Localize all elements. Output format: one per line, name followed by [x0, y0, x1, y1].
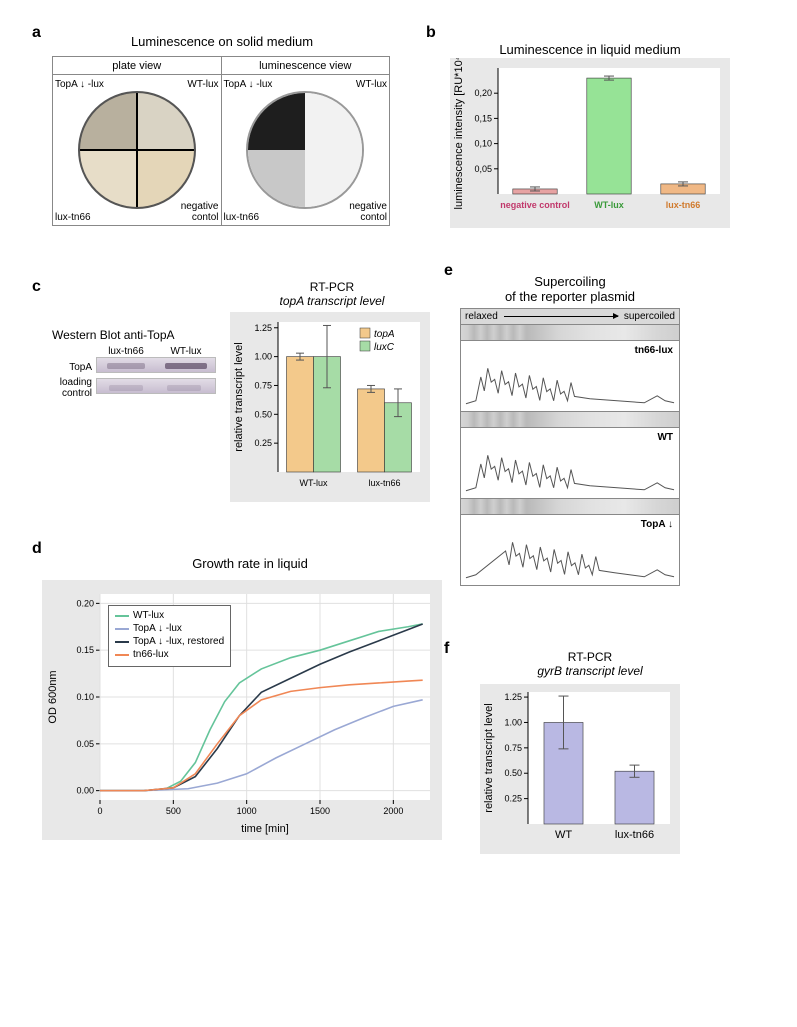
svg-text:0: 0 [97, 806, 102, 816]
svg-text:1500: 1500 [310, 806, 330, 816]
svg-text:2000: 2000 [383, 806, 403, 816]
svg-text:1.25: 1.25 [504, 692, 522, 702]
panel-d-title: Growth rate in liquid [60, 556, 440, 571]
svg-text:0.15: 0.15 [76, 645, 94, 655]
panel-a-label: a [32, 24, 41, 42]
q-label-br2: negative contol [337, 201, 387, 223]
luminescence-view [246, 91, 364, 209]
q-label-tl2: TopA ↓ -lux [224, 79, 273, 90]
panel-c-chart-title: RT-PCR topA transcript level [252, 280, 412, 308]
q-label-bl: lux-tn66 [55, 212, 91, 223]
figure-root: a Luminescence on solid medium plate vie… [20, 20, 777, 1007]
panel-a-header-left: plate view [53, 57, 222, 74]
svg-text:0,20: 0,20 [474, 88, 492, 98]
q-label-tl: TopA ↓ -lux [55, 79, 104, 90]
panel-a-title: Luminescence on solid medium [52, 34, 392, 49]
svg-text:WT-lux: WT-lux [300, 478, 328, 488]
wb-row-label-1: loading control [52, 377, 96, 399]
panel-a-body: TopA ↓ -lux WT-lux lux-tn66 negative con… [53, 75, 389, 225]
svg-text:0.50: 0.50 [254, 409, 272, 419]
sc-header-right: supercoiled [624, 311, 675, 322]
plate-view [78, 91, 196, 209]
svg-text:1000: 1000 [237, 806, 257, 816]
svg-text:topA: topA [374, 329, 395, 340]
plate-view-wrap: TopA ↓ -lux WT-lux lux-tn66 negative con… [53, 75, 222, 225]
panel-e-label: e [444, 262, 453, 280]
panel-b-title: Luminescence in liquid medium [450, 42, 730, 57]
panel-e-title: Supercoiling of the reporter plasmid [460, 274, 680, 304]
svg-text:OD 600nm: OD 600nm [47, 670, 59, 723]
svg-text:500: 500 [166, 806, 181, 816]
svg-text:time [min]: time [min] [241, 823, 289, 835]
q-label-bl2: lux-tn66 [224, 212, 260, 223]
panel-a-headers: plate view luminescence view [53, 57, 389, 75]
svg-text:0,05: 0,05 [474, 164, 492, 174]
western-blot: lux-tn66 WT-lux TopA loading control [52, 346, 222, 399]
svg-text:0.50: 0.50 [504, 768, 522, 778]
panel-c-label: c [32, 278, 41, 296]
q-label-br: negative contol [169, 201, 219, 223]
panel-d-legend: WT-luxTopA ↓ -luxTopA ↓ -lux, restoredtn… [108, 605, 231, 667]
svg-text:0.05: 0.05 [76, 739, 94, 749]
sc-header-left: relaxed [465, 311, 498, 322]
svg-text:0.25: 0.25 [254, 438, 272, 448]
svg-text:lux-tn66: lux-tn66 [368, 478, 400, 488]
svg-text:relative transcript level: relative transcript level [483, 703, 495, 812]
panel-d-label: d [32, 540, 42, 558]
panel-a-header-right: luminescence view [222, 57, 390, 74]
svg-text:negative control: negative control [500, 200, 570, 210]
lum-view-wrap: TopA ↓ -lux WT-lux lux-tn66 negative con… [222, 75, 390, 225]
panel-a-plates: plate view luminescence view TopA ↓ -lux… [52, 56, 390, 226]
svg-text:lux-tn66: lux-tn66 [666, 200, 701, 210]
svg-text:1.25: 1.25 [254, 323, 272, 333]
panel-c-chart: 0.25 0.50 0.75 1.00 1.25 relative transcript … [230, 312, 430, 502]
panel-d-chart: 0.00 0.05 0.10 0.15 0.20 0 500 1000 1500 2000 OD 6… [42, 580, 442, 840]
panel-f-label: f [444, 640, 449, 658]
wb-lane-label-0: lux-tn66 [96, 346, 156, 357]
svg-text:0.00: 0.00 [76, 786, 94, 796]
q-label-tr: WT-lux [187, 79, 218, 90]
panel-c-wb-title: Western Blot anti-TopA [52, 328, 175, 342]
svg-text:WT: WT [555, 829, 572, 841]
panel-b-chart: 0,05 0,10 0,15 0,20 luminescence intensity [… [450, 58, 730, 228]
svg-text:WT-lux: WT-lux [594, 200, 624, 210]
svg-text:relative transcript level: relative transcript level [233, 342, 245, 451]
q-label-tr2: WT-lux [356, 79, 387, 90]
svg-text:1.00: 1.00 [504, 717, 522, 727]
svg-text:0.10: 0.10 [76, 692, 94, 702]
panel-f-title: RT-PCR gyrB transcript level [490, 650, 690, 678]
svg-text:1.00: 1.00 [254, 352, 272, 362]
panel-f-chart: 0.25 0.50 0.75 1.00 1.25 relative transcript … [480, 684, 680, 854]
arrow-icon [504, 316, 618, 317]
svg-text:0,15: 0,15 [474, 113, 492, 123]
svg-text:0.75: 0.75 [254, 380, 272, 390]
svg-text:0.20: 0.20 [76, 598, 94, 608]
svg-text:0.25: 0.25 [504, 794, 522, 804]
svg-text:luxC: luxC [374, 342, 395, 353]
supercoiling-header: relaxed supercoiled [460, 308, 680, 325]
supercoiling-panel: relaxed supercoiled tn66-luxWTTopA ↓ [460, 308, 680, 586]
wb-row-label-0: TopA [52, 362, 96, 373]
svg-text:lux-tn66: lux-tn66 [615, 829, 654, 841]
svg-text:luminescence intensity [RU*10⁴: luminescence intensity [RU*10⁴] [453, 58, 465, 209]
panel-b-label: b [426, 24, 436, 42]
wb-lane-label-1: WT-lux [156, 346, 216, 357]
svg-text:0.75: 0.75 [504, 743, 522, 753]
svg-text:0,10: 0,10 [474, 139, 492, 149]
